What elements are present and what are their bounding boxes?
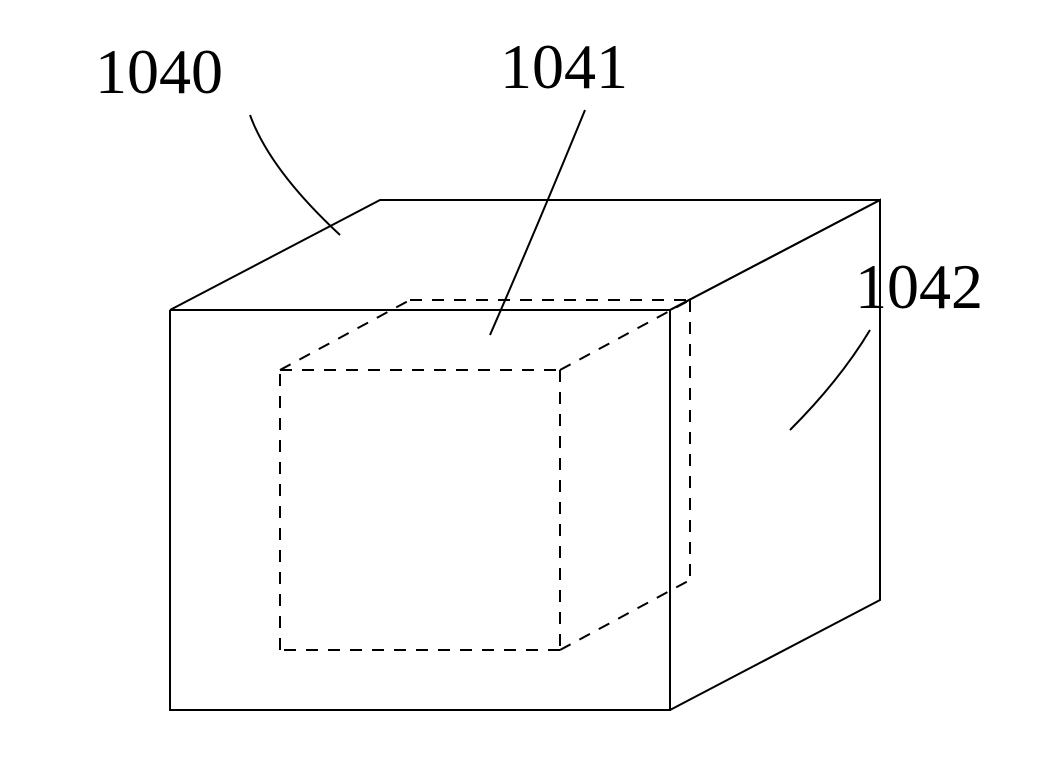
leader-1041 [490,110,585,335]
diagram-canvas [0,0,1048,778]
label-1042: 1042 [855,250,983,324]
leader-1042 [790,330,870,430]
outer-right-face [670,200,880,710]
label-1040: 1040 [95,35,223,109]
label-1041: 1041 [500,30,628,104]
leader-1040 [250,115,340,235]
